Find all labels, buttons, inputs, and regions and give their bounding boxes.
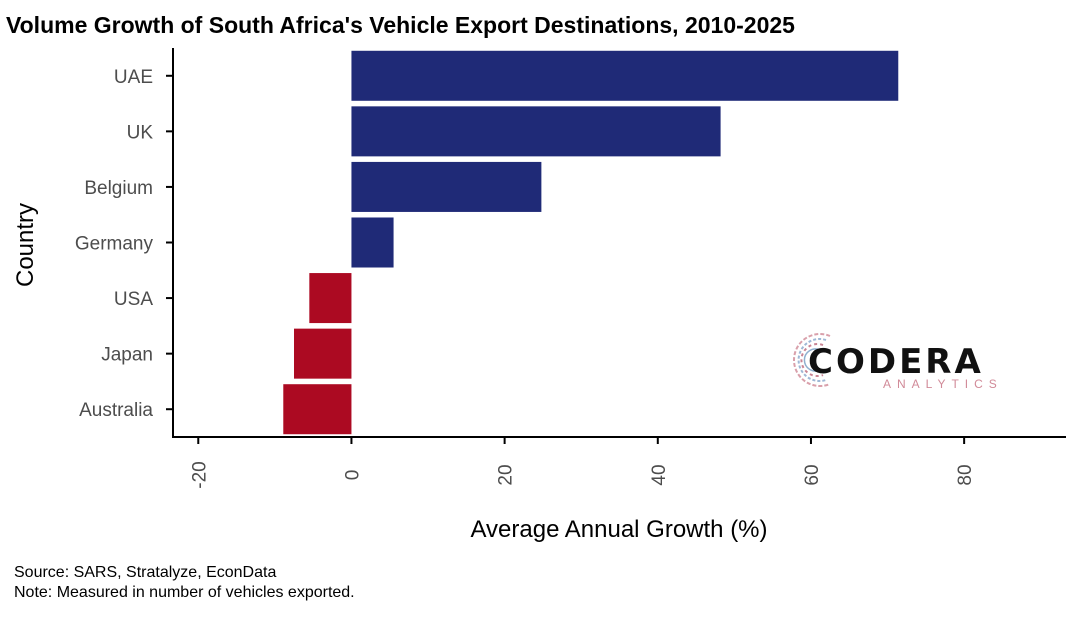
x-tick-label: 60 <box>802 464 823 485</box>
y-tick-label: Australia <box>79 400 153 421</box>
y-tick-label: UAE <box>114 67 153 88</box>
logo-name: CODERA <box>808 342 984 382</box>
x-tick-label: 20 <box>496 464 517 485</box>
x-tick-label: 40 <box>649 464 670 485</box>
logo-sub: ANALYTICS <box>883 377 1003 391</box>
x-tick-label: 0 <box>342 470 363 481</box>
bar-australia <box>283 384 352 435</box>
y-tick-label: Belgium <box>84 178 153 199</box>
source-caption: Source: SARS, Stratalyze, EconData <box>14 564 276 581</box>
bar-uk <box>351 106 721 157</box>
bar-uae <box>351 50 899 101</box>
bar-germany <box>351 217 394 268</box>
bar-japan <box>294 328 352 379</box>
logo-arc-icon <box>793 333 831 387</box>
codera-logo: CODERA ANALYTICS <box>793 333 1003 391</box>
y-tick-label: USA <box>114 289 153 310</box>
bar-belgium <box>351 161 542 212</box>
x-tick-label: 80 <box>955 464 976 485</box>
y-tick-label: Germany <box>75 234 154 255</box>
x-tick-label: -20 <box>189 461 210 488</box>
y-ticks: UAE UK Belgium Germany USA Japan Australia <box>75 67 173 421</box>
note-caption: Note: Measured in number of vehicles exp… <box>14 584 355 601</box>
chart-title: Volume Growth of South Africa's Vehicle … <box>6 12 795 38</box>
x-ticks: -20 0 20 40 60 80 <box>189 437 976 489</box>
x-axis-title: Average Annual Growth (%) <box>470 516 767 543</box>
y-axis-title: Country <box>12 203 39 287</box>
bar-usa <box>309 273 352 324</box>
y-tick-label: UK <box>127 122 154 143</box>
bars <box>283 50 899 435</box>
y-tick-label: Japan <box>101 345 153 366</box>
